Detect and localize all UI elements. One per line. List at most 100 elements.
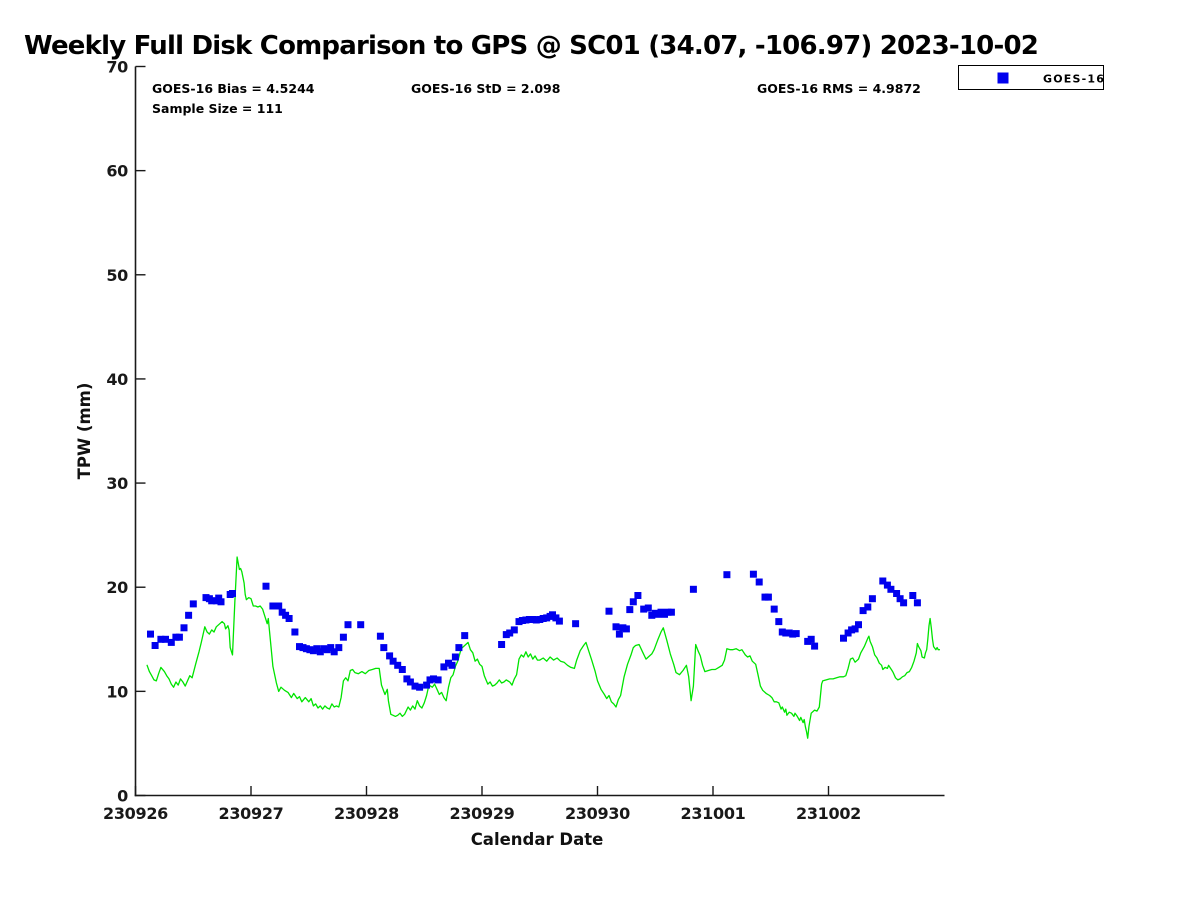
goes16-point — [189, 600, 197, 608]
legend-square-marker-icon — [997, 72, 1009, 84]
goes16-point — [749, 570, 757, 578]
goes16-point — [440, 663, 448, 671]
goes16-point — [285, 615, 293, 622]
y-tick-label: 70 — [106, 58, 128, 77]
legend-label-goes16: GOES-16 — [1043, 73, 1105, 86]
goes16-point — [770, 605, 778, 613]
x-tick-label: 230930 — [565, 804, 630, 823]
goes16-point — [913, 599, 921, 607]
goes16-point — [640, 605, 648, 613]
goes16-point — [185, 611, 193, 619]
goes16-point — [629, 598, 637, 606]
goes16-point — [555, 617, 563, 625]
goes16-point — [344, 621, 352, 629]
goes16-point — [879, 577, 887, 585]
goes16-point — [859, 607, 867, 615]
goes16-point — [868, 595, 876, 603]
goes16-point — [208, 597, 216, 605]
chart-title: Weekly Full Disk Comparison to GPS @ SC0… — [24, 31, 1038, 61]
goes16-point — [162, 635, 169, 643]
goes16-point — [376, 632, 384, 640]
y-tick-label: 0 — [117, 787, 128, 806]
goes16-point — [909, 592, 917, 599]
goes16-point — [167, 638, 175, 646]
x-tick-label: 230928 — [334, 804, 399, 823]
goes16-point — [455, 644, 463, 652]
goes16-point — [151, 642, 159, 649]
goes16-point — [229, 590, 236, 597]
x-tick-label: 231001 — [681, 804, 746, 823]
goes16-point — [335, 644, 343, 652]
legend-box — [958, 65, 1104, 90]
y-tick-label: 50 — [106, 266, 128, 285]
y-tick-label: 30 — [106, 474, 128, 493]
goes16-point — [416, 683, 424, 691]
goes16-point — [626, 606, 634, 614]
goes16-point — [572, 620, 580, 628]
goes16-point — [667, 608, 675, 616]
legend: GOES-16 — [958, 65, 1105, 90]
goes16-point — [883, 581, 891, 589]
goes16-point — [510, 626, 518, 634]
data-layer — [146, 556, 941, 739]
goes16-point — [215, 594, 223, 602]
goes16-point — [434, 676, 442, 684]
goes16-point — [723, 571, 731, 579]
goes16-point — [689, 585, 697, 593]
goes16-point — [275, 602, 283, 610]
goes16-point — [605, 607, 613, 615]
goes16-point — [887, 585, 895, 593]
goes16-point — [180, 624, 188, 632]
goes16-point — [807, 635, 815, 643]
stat-bias: GOES-16 Bias = 4.5244 — [152, 81, 315, 96]
ticks-layer: 0 10 20 30 40 50 60 70 230926 230927 230928 230929 2… — [103, 58, 861, 824]
goes16-point — [339, 633, 347, 641]
goes16-point — [175, 633, 183, 641]
goes16-point — [357, 621, 365, 629]
goes16-point — [855, 621, 862, 629]
y-axis-label: TPW (mm) — [75, 383, 94, 480]
goes16-point — [864, 603, 872, 611]
x-tick-label: 230929 — [450, 804, 515, 823]
stat-rms: GOES-16 RMS = 4.9872 — [757, 81, 921, 96]
goes16-point — [615, 630, 623, 638]
goes16-point — [893, 590, 901, 597]
goes16-point — [755, 578, 763, 586]
goes16-point — [398, 666, 406, 673]
goes16-point — [157, 635, 165, 643]
goes16-point — [147, 630, 154, 638]
goes16-point — [423, 681, 431, 689]
goes16-point — [851, 625, 859, 633]
goes16-point — [389, 657, 397, 665]
x-tick-label: 230927 — [219, 804, 284, 823]
goes16-point — [792, 630, 800, 638]
goes16-point — [840, 634, 847, 642]
goes16-point — [217, 598, 225, 606]
goes16-point — [411, 682, 419, 690]
goes16-point — [291, 628, 299, 636]
y-tick-label: 10 — [106, 682, 128, 701]
x-axis-label: Calendar Date — [471, 830, 604, 849]
y-tick-label: 20 — [106, 578, 128, 597]
goes16-point — [896, 595, 904, 603]
goes16-point — [386, 652, 394, 660]
goes16-point — [406, 678, 414, 686]
goes16-point — [327, 644, 335, 652]
goes16-point — [498, 641, 506, 648]
goes16-point — [622, 625, 630, 633]
goes16-point — [634, 592, 642, 599]
goes16-point — [330, 648, 338, 656]
y-tick-label: 60 — [106, 162, 128, 181]
goes16-point — [775, 618, 783, 626]
goes16-point — [262, 582, 270, 590]
gps-line — [146, 556, 941, 739]
goes16-point — [380, 644, 388, 652]
goes16-point — [430, 675, 437, 683]
goes16-point — [811, 642, 819, 650]
stat-sample-size: Sample Size = 111 — [152, 101, 283, 116]
goes16-point — [644, 604, 652, 612]
goes16-point — [612, 623, 620, 631]
goes16-point — [461, 632, 469, 640]
goes16-point — [448, 661, 456, 669]
